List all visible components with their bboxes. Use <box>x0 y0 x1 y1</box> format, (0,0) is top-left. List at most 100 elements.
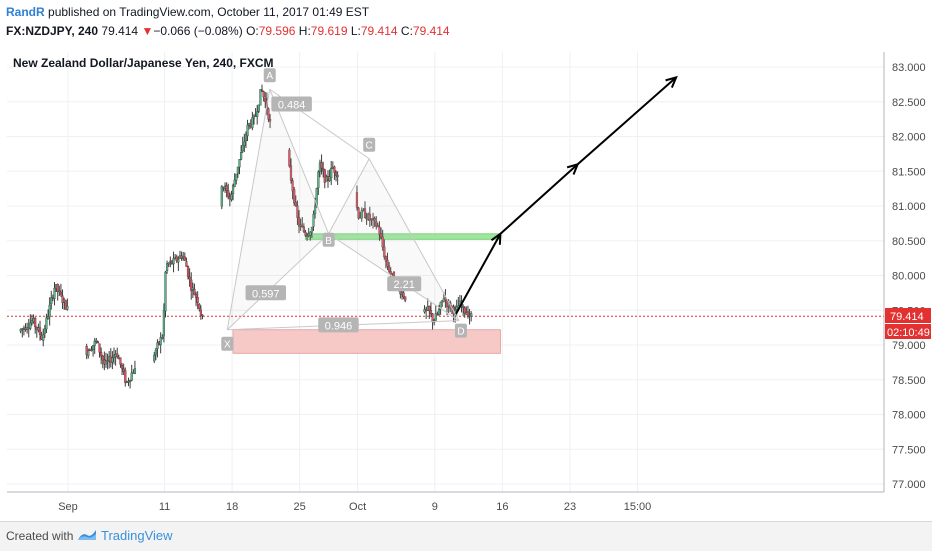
candle-down <box>56 283 59 292</box>
candle-down <box>334 171 338 176</box>
price-tick-label: 78.000 <box>892 410 926 422</box>
candle-up <box>259 89 262 106</box>
candle-down <box>262 91 265 98</box>
candle-down <box>183 256 186 261</box>
candle-up <box>46 315 50 319</box>
candle-up <box>434 313 437 321</box>
candle-down <box>96 341 100 344</box>
candle-down <box>302 226 305 232</box>
pattern-point-text: X <box>224 340 231 351</box>
candle-up <box>220 186 223 207</box>
candle-up <box>240 151 243 160</box>
candle-down <box>198 303 201 309</box>
candle-down <box>363 208 367 218</box>
candle-up <box>246 124 249 137</box>
candle-down <box>34 318 37 327</box>
candle-up <box>177 259 180 263</box>
price-axis-ticks: 77.00077.50078.00078.50079.00079.50080.0… <box>892 62 926 491</box>
time-tick-label: 16 <box>496 501 508 513</box>
pattern-leg-CD <box>368 158 460 321</box>
tradingview-logo-icon[interactable] <box>76 526 98 544</box>
candle-down <box>120 365 124 369</box>
publish-line: RandR published on TradingView.com, Octo… <box>6 5 369 19</box>
candle-up <box>50 297 53 305</box>
countdown-tag <box>885 324 931 339</box>
pattern-leg-XB <box>226 233 329 331</box>
time-tick-label: 25 <box>294 501 306 513</box>
candle-down <box>64 300 67 310</box>
time-axis[interactable] <box>0 492 884 521</box>
candle-up <box>166 263 169 272</box>
pattern-triangle-xab <box>227 89 329 330</box>
candle-up <box>256 111 259 117</box>
candle-down <box>428 305 431 312</box>
candle-down <box>201 314 204 317</box>
candle-down <box>227 190 230 198</box>
candle-down <box>296 205 299 218</box>
candle-down <box>194 294 198 298</box>
candle-up <box>233 179 236 187</box>
candle-up <box>439 302 442 310</box>
candle-down <box>368 213 371 221</box>
candle-up <box>241 145 244 152</box>
price-tick-label: 81.500 <box>892 166 926 178</box>
price-axis[interactable] <box>884 52 932 521</box>
candle-up <box>48 304 51 318</box>
candle-up <box>90 349 93 351</box>
candle-up <box>156 342 159 350</box>
candle-up <box>251 117 254 129</box>
pattern-point-X: X <box>221 336 234 351</box>
candle-up <box>238 159 241 168</box>
candle-down <box>106 360 109 363</box>
pattern-point-badge <box>221 336 234 351</box>
price-tick-label: 78.500 <box>892 375 926 387</box>
candle-down <box>294 202 297 206</box>
time-tick-label: 11 <box>159 501 170 513</box>
pattern-ratio-text: 0.484 <box>278 100 306 112</box>
candle-down <box>38 327 42 336</box>
time-tick-label: 15:00 <box>624 501 652 513</box>
candle-up <box>111 357 114 363</box>
candle-up <box>312 213 315 227</box>
candle-up <box>162 310 165 337</box>
candle-down <box>304 231 307 236</box>
candle-down <box>388 265 391 272</box>
author-link[interactable]: RandR <box>6 5 45 19</box>
candle-down <box>186 266 190 277</box>
candle-down <box>59 291 63 295</box>
symbol-label[interactable]: FX:NZDJPY, 240 <box>6 24 99 38</box>
candle-down <box>193 288 196 295</box>
candle-up <box>455 306 458 310</box>
plot-background <box>7 52 884 492</box>
candle-down <box>188 276 191 280</box>
candle-up <box>314 205 317 214</box>
price-chart[interactable]: X A B C D 0.484 0.597 2.21 0.946 New Zealand Dol… <box>0 44 932 521</box>
time-tick-label: 23 <box>564 501 576 513</box>
candle-down <box>101 355 104 361</box>
pattern-point-text: B <box>325 236 332 247</box>
price-tick-label: 77.000 <box>892 479 926 491</box>
tradingview-brand-link[interactable]: TradingView <box>101 528 173 543</box>
candle-down <box>175 256 178 262</box>
pattern-triangle-bcd <box>328 158 459 321</box>
chart-area[interactable]: X A B C D 0.484 0.597 2.21 0.946 New Zealand Dol… <box>0 44 932 521</box>
candle-down <box>196 297 199 303</box>
candle-up <box>230 194 233 200</box>
candle-up <box>43 328 46 334</box>
candle-down <box>429 310 433 315</box>
pattern-point-B: B <box>322 232 335 247</box>
candle-up <box>462 306 465 308</box>
candle-up <box>19 329 22 332</box>
price-tick-label: 79.000 <box>892 340 926 352</box>
arrow-head-3 <box>665 75 678 88</box>
chart-legend-title: New Zealand Dollar/Japanese Yen, 240, FX… <box>13 56 274 70</box>
candle-up <box>423 308 426 313</box>
candle-down <box>190 279 193 291</box>
harmonic-pattern: X A B C D 0.484 0.597 2.21 0.946 <box>221 68 467 351</box>
pattern-point-badge <box>363 137 376 152</box>
footer: Created with TradingView <box>0 521 932 551</box>
last-price-tag-text: 79.414 <box>890 311 924 323</box>
candle-up <box>317 171 320 189</box>
candle-down <box>466 311 470 317</box>
candles-layer <box>19 84 473 389</box>
